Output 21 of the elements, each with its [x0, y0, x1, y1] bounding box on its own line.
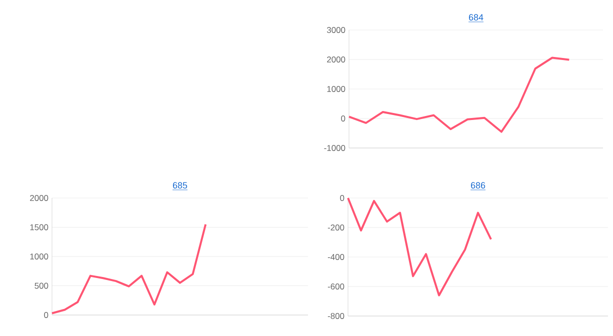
y-tick-label: 0 [340, 195, 344, 201]
y-tick-label: -400 [328, 254, 344, 260]
y-tick-label: 1000 [30, 254, 48, 260]
line-series [51, 223, 207, 314]
y-tick-label: 1000 [327, 86, 346, 92]
y-tick-label: -200 [328, 224, 344, 230]
line-series [348, 56, 570, 133]
y-tick-label: -800 [328, 313, 344, 319]
chart-title: 684 [468, 14, 484, 21]
y-tick-label: 3000 [326, 27, 346, 33]
y-tick-label: -1000 [324, 145, 346, 151]
y-tick-label: 0 [44, 312, 48, 318]
line-series [347, 197, 492, 296]
y-tick-label: 2000 [327, 56, 346, 62]
chart-title: 685 [172, 182, 188, 189]
y-tick-label: 500 [34, 282, 48, 289]
y-tick-label: 2000 [30, 195, 48, 201]
y-tick-label: 0 [341, 116, 346, 122]
chart-title: 686 [470, 182, 486, 189]
y-tick-label: -600 [328, 284, 344, 290]
y-tick-label: 1500 [30, 224, 48, 230]
